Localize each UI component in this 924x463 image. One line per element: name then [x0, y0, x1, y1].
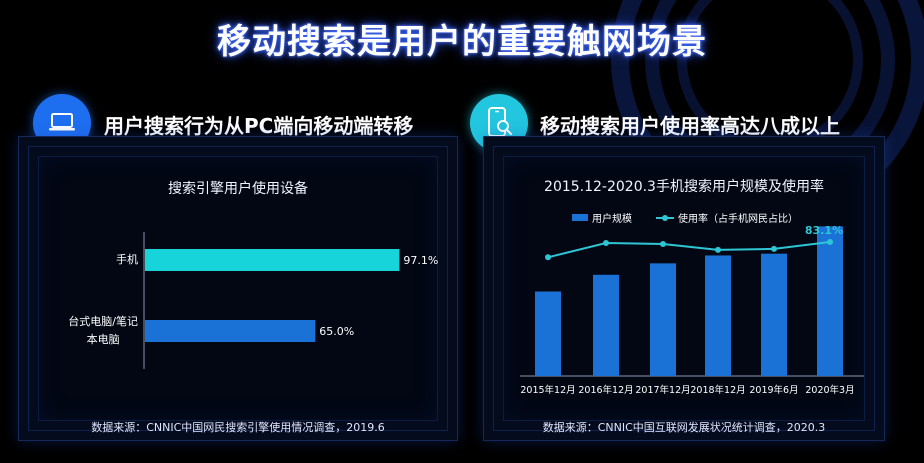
mobile-x-tick-label: 2018年12月: [690, 384, 745, 396]
mobile-chart-title: 2015.12-2020.3手机搜索用户规模及使用率: [544, 179, 824, 195]
legend-users-label: 用户规模: [592, 214, 632, 225]
user-scale-bar: [650, 263, 676, 376]
mobile-x-tick-label: 2016年12月: [578, 384, 633, 396]
mobile-x-tick-label: 2020年3月: [805, 384, 854, 396]
left-section-title: 用户搜索行为从PC端向移动端转移: [104, 114, 414, 138]
right-source-note: 数据来源：CNNIC中国互联网发展状况统计调查，2020.3: [542, 421, 826, 434]
device-category-line: 台式电脑/笔记: [68, 315, 138, 328]
usage-rate-point: [545, 254, 551, 261]
device-category-line: 手机: [116, 253, 138, 266]
usage-rate-point: [660, 241, 666, 248]
left-source-note: 数据来源：CNNIC中国网民搜索引擎使用情况调查，2019.6: [91, 421, 385, 434]
legend-rate-label: 使用率（占手机网民占比）: [678, 214, 798, 225]
mobile-x-tick-label: 2015年12月: [520, 384, 575, 396]
mobile-x-tick-label: 2019年6月: [749, 384, 798, 396]
legend-line-swatch: [656, 214, 674, 221]
device-usage-chart: 97.1% 65.0%: [143, 232, 438, 369]
device-chart-title: 搜索引擎用户使用设备: [168, 181, 308, 197]
usage-rate-point: [715, 246, 721, 253]
legend-bar-swatch: [572, 214, 588, 221]
device-category-line: 本电脑: [86, 333, 120, 346]
right-section-title: 移动搜索用户使用率高达八成以上: [540, 114, 840, 138]
legend-rate: 使用率（占手机网民占比）: [656, 210, 798, 225]
usage-rate-point: [771, 245, 777, 252]
device-value-label: 97.1%: [403, 254, 438, 267]
mobile-search-panel: 2015.12-2020.3手机搜索用户规模及使用率 用户规模 使用率（占手机网…: [483, 136, 885, 441]
usage-rate-line: [547, 241, 831, 259]
user-scale-bar: [705, 255, 731, 376]
mobile-search-chart: 2015年12月 2016年12月 2017年12月 2018年12月 2019年6月 2…: [520, 224, 864, 396]
usage-rate-annotation: 83.1%: [805, 224, 843, 237]
device-category-label: 手机: [116, 251, 138, 269]
user-scale-bar: [593, 274, 619, 376]
user-scale-bar: [535, 291, 561, 376]
device-bar: [145, 249, 400, 271]
device-bar: [145, 320, 316, 342]
legend-users: 用户规模: [572, 210, 632, 225]
page-title: 移动搜索是用户的重要触网场景: [217, 22, 707, 62]
mobile-x-tick-label: 2017年12月: [635, 384, 690, 396]
usage-rate-point: [827, 239, 833, 245]
usage-rate-point: [603, 240, 609, 247]
device-usage-panel: 搜索引擎用户使用设备 97.1% 65.0% 手机台式电脑/笔记 本电脑 数据来源：…: [18, 136, 458, 441]
device-category-label: 台式电脑/笔记 本电脑: [68, 313, 138, 349]
user-scale-bar: [761, 253, 787, 376]
user-scale-bar: [817, 226, 843, 376]
device-value-label: 65.0%: [319, 325, 354, 338]
